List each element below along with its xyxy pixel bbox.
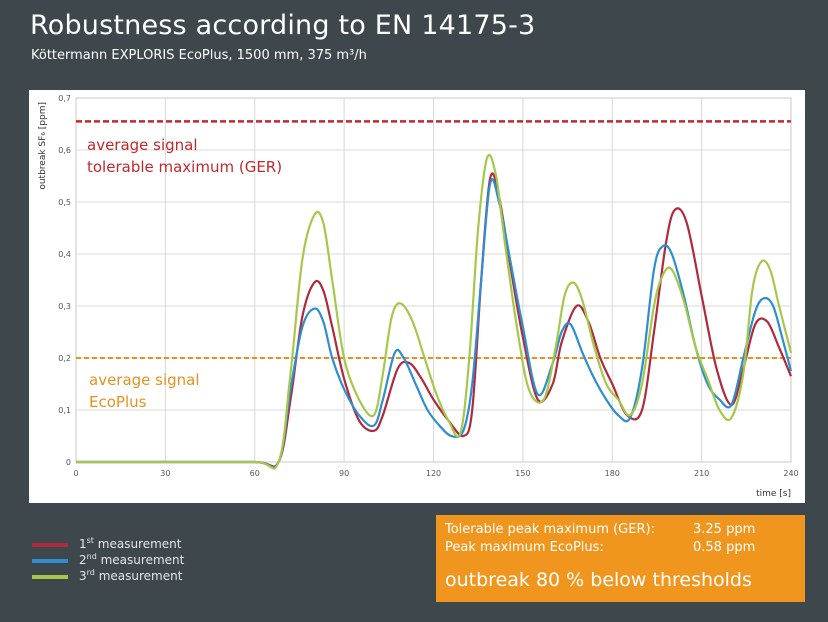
y-tick-label: 0,4 (58, 250, 71, 259)
x-axis-label: time [s] (756, 489, 791, 499)
y-tick-label: 0,6 (58, 146, 71, 155)
legend-swatch-2 (32, 559, 68, 563)
y-tick-label: 0 (66, 458, 71, 467)
tolerable-peak-value: 3.25 ppm (693, 522, 756, 537)
slide-subtitle: Köttermann EXPLORIS EcoPlus, 1500 mm, 37… (31, 48, 367, 63)
x-tick-label: 180 (605, 469, 620, 478)
reference-label-1-line1: average signal (87, 136, 198, 154)
series-line-3 (76, 153, 793, 470)
tolerable-peak-label: Tolerable peak maximum (GER): (445, 522, 655, 537)
legend-label-1: 1st measurement (79, 536, 182, 551)
legend-item-2: 2nd measurement (32, 552, 232, 568)
x-tick-label: 0 (73, 469, 78, 478)
legend-swatch-3 (32, 575, 68, 579)
y-axis-label: outbreak SF₆ [ppm] (38, 102, 48, 190)
ecoplus-peak-label: Peak maximum EcoPlus: (445, 540, 604, 555)
reference-label-2-line2: EcoPlus (89, 393, 147, 411)
summary-box: Tolerable peak maximum (GER): 3.25 ppm P… (436, 515, 805, 602)
y-tick-label: 0,7 (58, 94, 71, 103)
line-chart: 0 30 60 90 120 150 180 210 240 0 0,1 0,2 0,3 0,4 0,5 0,… (38, 94, 799, 499)
legend-item-3: 3rd measurement (32, 568, 232, 584)
x-tick-label: 150 (515, 469, 530, 478)
y-tick-label: 0,5 (58, 198, 71, 207)
y-tick-label: 0,1 (58, 406, 71, 415)
legend-label-2: 2nd measurement (79, 552, 185, 567)
x-tick-label: 30 (160, 469, 170, 478)
legend-swatch-1 (32, 543, 68, 547)
x-tick-label: 90 (339, 469, 349, 478)
legend-label-3: 3rd measurement (79, 568, 183, 583)
x-tick-label: 240 (783, 469, 798, 478)
chart-panel: 0 30 60 90 120 150 180 210 240 0 0,1 0,2 0,3 0,4 0,5 0,… (29, 90, 805, 503)
y-tick-label: 0,2 (58, 354, 71, 363)
reference-label-2-line1: average signal (89, 371, 200, 389)
reference-label-1-line2: tolerable maximum (GER) (87, 158, 282, 176)
series-line-2 (76, 178, 793, 469)
legend-item-1: 1st measurement (32, 536, 232, 552)
ecoplus-peak-value: 0.58 ppm (693, 540, 756, 555)
y-tick-label: 0,3 (58, 302, 71, 311)
x-tick-label: 120 (426, 469, 441, 478)
conclusion-text: outbreak 80 % below thresholds (445, 569, 752, 591)
x-tick-label: 60 (250, 469, 260, 478)
legend: 1st measurement 2nd measurement 3rd meas… (32, 536, 232, 584)
slide-title: Robustness according to EN 14175-3 (30, 10, 536, 41)
x-tick-label: 210 (694, 469, 709, 478)
